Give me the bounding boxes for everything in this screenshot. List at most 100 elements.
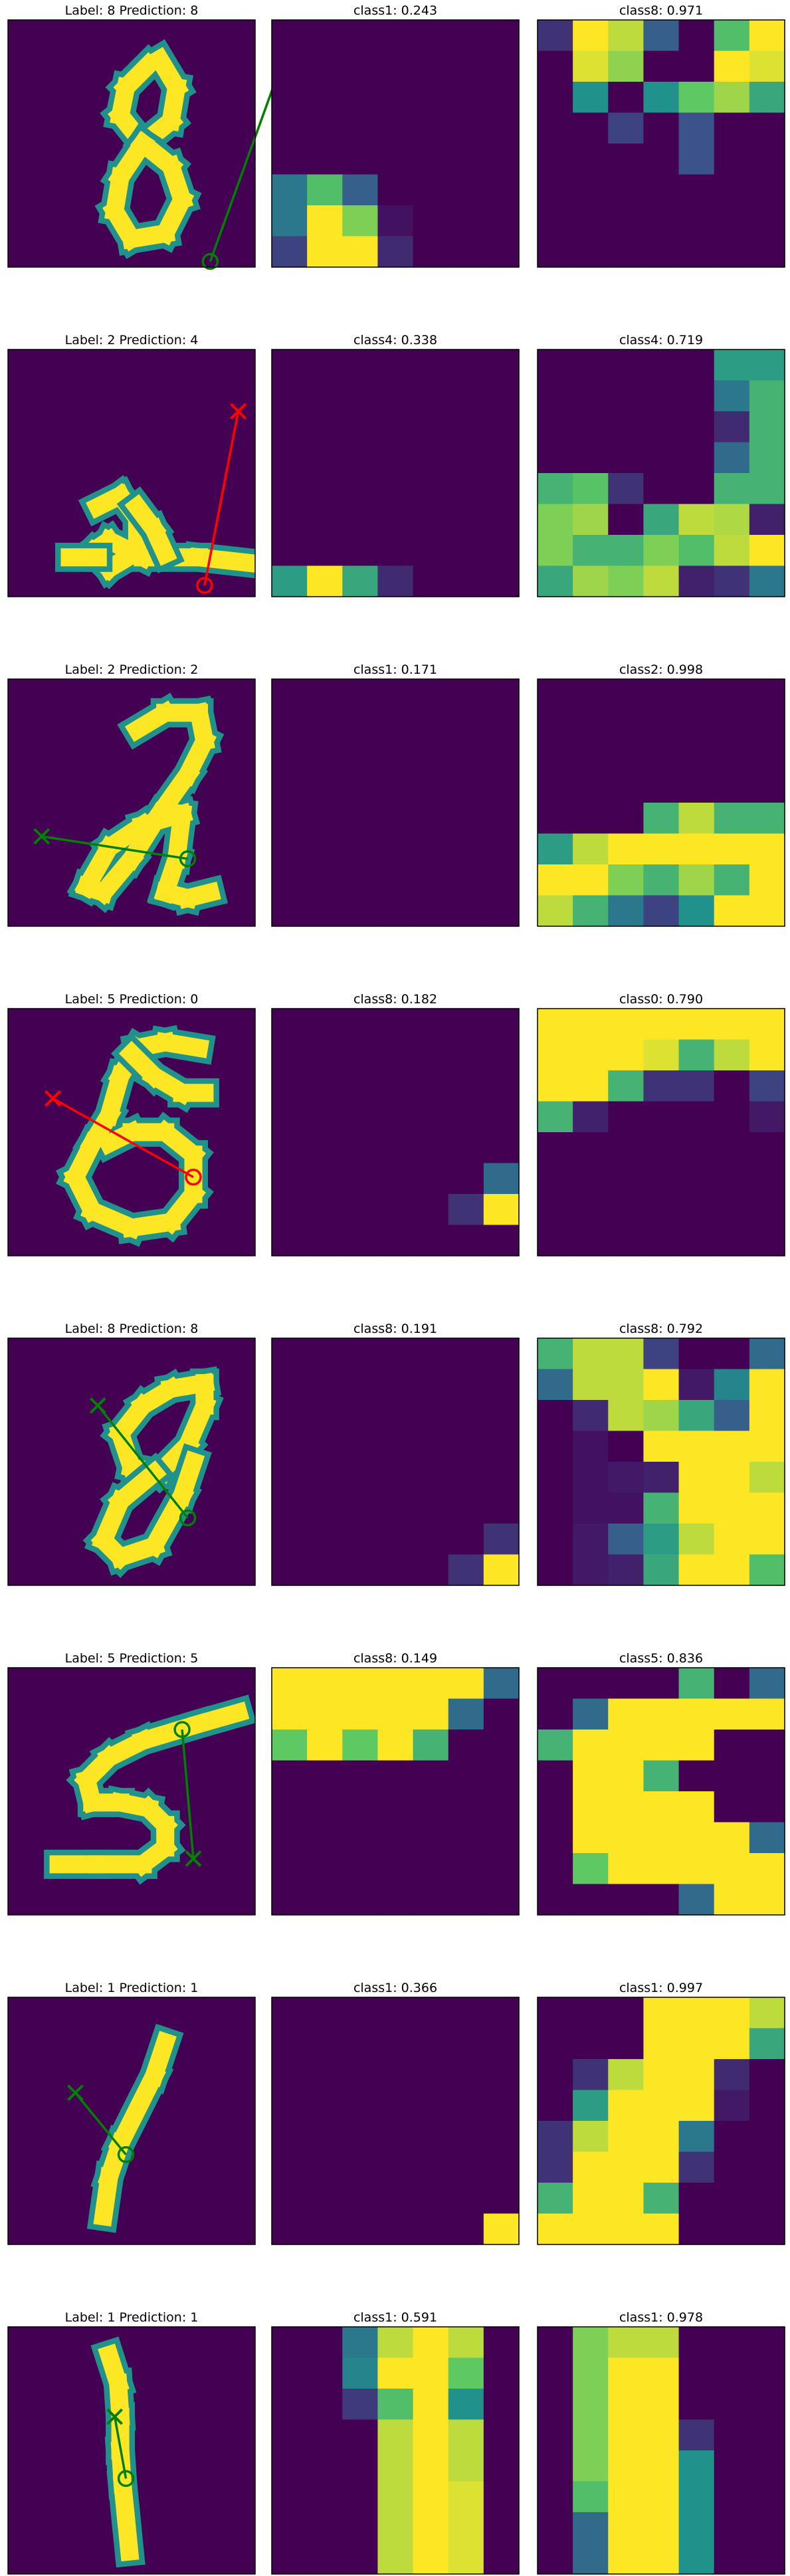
heatmap-cell	[573, 349, 609, 381]
heatmap-cell	[679, 349, 715, 381]
heatmap-cell	[714, 381, 750, 412]
heatmap-cell	[377, 1884, 413, 1916]
heatmap-layer-a	[272, 1668, 520, 1916]
heatmap-cell	[608, 1555, 644, 1586]
heatmap-cell	[749, 1997, 785, 2029]
heatmap-cell	[413, 896, 449, 927]
digit-strokes	[109, 2355, 129, 2551]
heatmap-cell	[307, 1132, 343, 1163]
heatmap-cell	[538, 1699, 573, 1730]
heatmap-cell	[377, 834, 413, 865]
heatmap-cell	[342, 2183, 378, 2214]
heatmap-cell	[538, 51, 573, 82]
heatmap-cell	[413, 803, 449, 834]
heatmap-cell	[643, 205, 679, 237]
heatmap-cell	[484, 82, 520, 113]
heatmap-cell	[643, 2450, 679, 2482]
heatmap-cell	[643, 175, 679, 206]
heatmap-cell	[377, 51, 413, 82]
heatmap-cell	[714, 2152, 750, 2183]
heatmap-cell	[307, 144, 343, 175]
heatmap-cell	[377, 144, 413, 175]
heatmap-cell	[749, 2183, 785, 2214]
heatmap-cell	[413, 1163, 449, 1195]
heatmap-cell	[377, 2482, 413, 2513]
heatmap-cell	[538, 2029, 573, 2060]
heatmap-cell	[679, 803, 715, 834]
heatmap-cell	[307, 2327, 343, 2358]
heatmap-cell	[538, 82, 573, 113]
heatmap-cell	[679, 175, 715, 206]
heatmap-cell	[377, 20, 413, 51]
heatmap-cell	[608, 2512, 644, 2543]
heatmap-cell	[714, 2358, 750, 2389]
heatmap-cell	[307, 237, 343, 268]
heatmap-cell	[608, 741, 644, 772]
digit-panel-title: Label: 5 Prediction: 5	[65, 1651, 199, 1666]
heatmap-cell	[714, 1431, 750, 1462]
heatmap-cell	[484, 2121, 520, 2152]
heatmap-cell	[413, 1225, 449, 1256]
heatmap-cell	[608, 1761, 644, 1792]
heatmap-cell	[573, 205, 609, 237]
heatmap-cell	[679, 2327, 715, 2358]
heatmap-cell	[342, 2512, 378, 2543]
heatmap-cell	[573, 1132, 609, 1163]
heatmap-cell	[573, 381, 609, 412]
heatmap-cell	[573, 566, 609, 597]
heatmap-cell	[342, 1791, 378, 1823]
heatmap-cell	[679, 443, 715, 474]
heatmap-cell	[714, 2214, 750, 2245]
heatmap-cell	[749, 2090, 785, 2122]
heatmap-cell	[484, 1462, 520, 1493]
heatmap-cell	[413, 1369, 449, 1401]
heatmap-cell	[413, 1997, 449, 2029]
heatmap-cell	[573, 834, 609, 865]
heatmap-cell	[484, 51, 520, 82]
heatmap-cell	[643, 51, 679, 82]
heatmap-cell	[448, 2121, 484, 2152]
heatmap-cell	[484, 20, 520, 51]
heatmap-cell	[448, 2358, 484, 2389]
heatmap-cell	[538, 20, 573, 51]
heatmap-title: class4: 0.719	[619, 333, 703, 347]
heatmap-cell	[608, 113, 644, 144]
heatmap-cell	[307, 1555, 343, 1586]
digit-panel-title: Label: 2 Prediction: 4	[65, 333, 199, 347]
heatmap-cell	[484, 2450, 520, 2482]
heatmap-layer-a	[272, 1997, 520, 2245]
heatmap-cell	[749, 1225, 785, 1256]
heatmap-cell	[484, 1997, 520, 2029]
heatmap-cell	[749, 1668, 785, 1699]
heatmap-cell	[484, 741, 520, 772]
heatmap-cell	[749, 2121, 785, 2152]
heatmap-cell	[679, 2512, 715, 2543]
heatmap-cell	[679, 1462, 715, 1493]
heatmap-cell	[573, 443, 609, 474]
heatmap-cell	[272, 535, 308, 566]
heatmap-cell	[538, 1132, 573, 1163]
heatmap-cell	[679, 2059, 715, 2090]
heatmap-cell	[714, 504, 750, 536]
heatmap-cell	[538, 1884, 573, 1916]
heatmap-title: class8: 0.792	[619, 1322, 703, 1336]
heatmap-cell	[538, 2059, 573, 2090]
heatmap-cell	[307, 349, 343, 381]
heatmap-cell	[272, 2358, 308, 2389]
heatmap-cell	[643, 1400, 679, 1431]
heatmap-cell	[538, 1225, 573, 1256]
heatmap-cell	[272, 1040, 308, 1071]
heatmap-cell	[272, 1823, 308, 1854]
heatmap-cell	[377, 1070, 413, 1102]
digit-panel-title: Label: 8 Prediction: 8	[65, 3, 199, 18]
heatmap-cell	[272, 2420, 308, 2451]
heatmap-cell	[307, 864, 343, 896]
heatmap-cell	[749, 1132, 785, 1163]
heatmap-cell	[714, 864, 750, 896]
heatmap-cell	[714, 1668, 750, 1699]
heatmap-cell	[749, 205, 785, 237]
heatmap-cell	[643, 1823, 679, 1854]
heatmap-cell	[643, 2029, 679, 2060]
heatmap-cell	[714, 1853, 750, 1884]
heatmap-cell	[342, 1431, 378, 1462]
